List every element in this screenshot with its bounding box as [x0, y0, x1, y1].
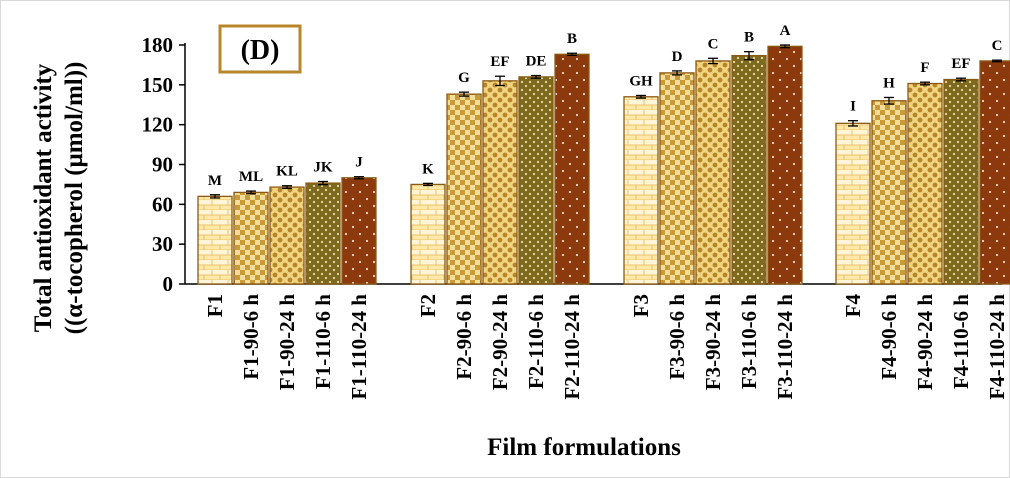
bar — [197, 195, 233, 285]
y-axis-title: Total antioxidant activity ((α-tocophero… — [30, 62, 88, 335]
bar — [907, 82, 943, 285]
bar — [623, 96, 659, 285]
x-tick-label: F4-110-24 h — [985, 294, 1009, 400]
panel-label-box: (D) — [218, 24, 302, 74]
y-tick-label: 150 — [142, 73, 174, 97]
significance-letter: H — [883, 75, 895, 91]
bar — [482, 80, 518, 285]
bar — [518, 76, 554, 285]
significance-letter: ML — [239, 169, 263, 185]
x-tick-label: F3-90-24 h — [701, 294, 725, 391]
bar — [410, 183, 446, 285]
bar — [943, 78, 979, 285]
panel-label: (D) — [241, 35, 280, 66]
x-axis-title: Film formulations — [487, 434, 681, 461]
significance-letter: C — [708, 36, 719, 52]
y-tick-label: 90 — [152, 153, 173, 177]
bar — [767, 45, 803, 285]
x-tick-label: F1-110-6 h — [311, 294, 335, 389]
x-tick-label: F2 — [416, 294, 440, 317]
bar — [305, 182, 341, 285]
significance-letter: B — [744, 30, 754, 46]
y-axis-title-line2: ((α-tocopherol (μmol/ml)) — [61, 62, 88, 335]
significance-letter: EF — [490, 54, 509, 70]
significance-letter: GH — [629, 73, 653, 89]
y-tick-label: 30 — [152, 232, 173, 256]
y-tick-label: 120 — [142, 113, 174, 137]
significance-letter: DE — [526, 54, 547, 70]
significance-letter: KL — [276, 164, 298, 180]
bar — [233, 191, 269, 285]
bar — [979, 60, 1010, 285]
bar — [554, 53, 590, 285]
x-tick-label: F2-110-24 h — [560, 294, 584, 400]
bars — [197, 44, 1010, 285]
labels: M F1 ML F1-90-6 h KL F1-90-24 h JK F1-110-6 h J F… — [203, 23, 1009, 400]
x-tick-label: F2-110-6 h — [524, 294, 548, 389]
x-tick-label: F3-90-6 h — [665, 294, 689, 380]
y-tick-label: 180 — [142, 33, 174, 57]
bar — [871, 100, 907, 285]
significance-letter: JK — [313, 159, 333, 175]
x-tick-label: F4-90-6 h — [877, 294, 901, 380]
x-tick-label: F1-90-24 h — [275, 294, 299, 391]
significance-letter: K — [422, 161, 434, 177]
bar — [731, 54, 767, 285]
significance-letter: C — [992, 38, 1003, 54]
significance-letter: G — [458, 70, 470, 86]
significance-letter: A — [780, 23, 791, 39]
x-tick-label: F2-90-6 h — [452, 294, 476, 380]
x-tick-label: F2-90-24 h — [488, 294, 512, 391]
x-tick-label: F1-90-6 h — [239, 294, 263, 380]
bar — [835, 122, 871, 285]
significance-letter: F — [920, 60, 929, 76]
x-tick-label: F4-110-6 h — [949, 294, 973, 389]
x-tick-label: F3 — [629, 294, 653, 317]
significance-letter: J — [355, 155, 363, 171]
bar — [446, 93, 482, 285]
x-tick-label: F4-90-24 h — [913, 294, 937, 391]
x-tick-label: F1 — [203, 294, 227, 317]
x-tick-label: F3-110-6 h — [737, 294, 761, 389]
bar — [695, 60, 731, 285]
bar — [269, 186, 305, 285]
significance-letter: I — [850, 99, 856, 115]
significance-letter: M — [208, 173, 222, 189]
y-axis-title-line1: Total antioxidant activity — [30, 63, 57, 332]
bar — [341, 177, 377, 285]
significance-letter: EF — [951, 56, 970, 72]
y-tick-label: 0 — [163, 272, 174, 296]
significance-letter: D — [672, 49, 683, 65]
significance-letter: B — [567, 31, 577, 47]
bar — [659, 72, 695, 285]
x-tick-label: F1-110-24 h — [347, 294, 371, 400]
y-tick-label: 60 — [152, 192, 173, 216]
x-tick-label: F3-110-24 h — [773, 294, 797, 400]
x-tick-label: F4 — [841, 294, 865, 318]
